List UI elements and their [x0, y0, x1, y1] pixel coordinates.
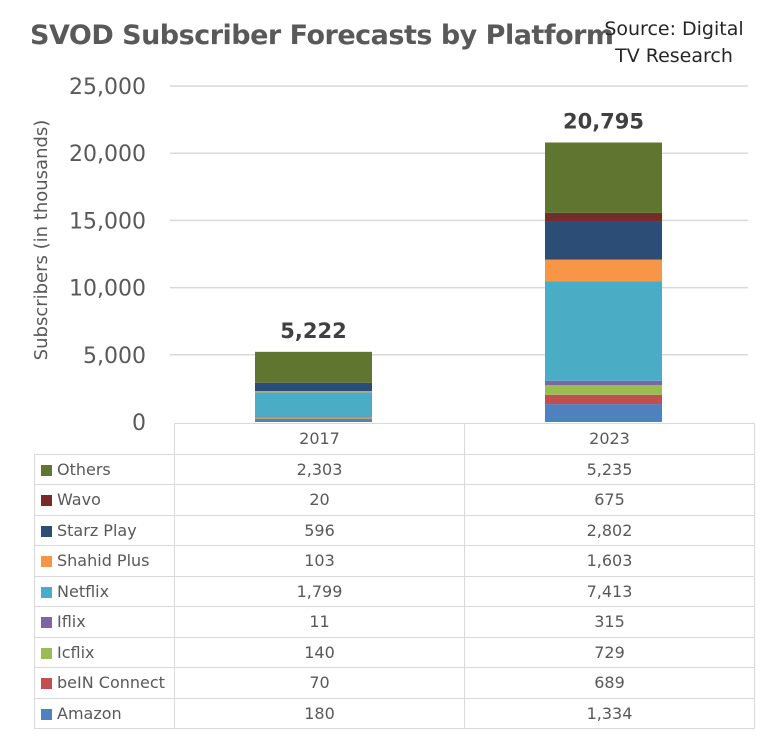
table-row-icflix: Icflix 140 729 — [34, 636, 755, 668]
y-tick-label: 20,000 — [69, 142, 146, 167]
bar-segment-bein-connect-2023 — [545, 394, 662, 405]
legend-swatch-icon — [41, 647, 52, 659]
legend-entry-iflix: Iflix — [34, 606, 175, 638]
bar-segment-netflix-2023 — [545, 281, 662, 381]
legend-entry-icflix: Icflix — [34, 636, 175, 668]
legend-swatch-icon — [41, 525, 52, 537]
legend-label: Netflix — [57, 581, 110, 601]
table-cell-icflix-2017: 140 — [174, 636, 465, 668]
y-tick-label: 25,000 — [69, 75, 146, 100]
bar-segment-netflix-2017 — [255, 392, 372, 417]
table-cell-icflix-2023: 729 — [464, 636, 755, 668]
data-table: 2017 2023 Others 2,303 5,235 Wavo 20 675 Starz… — [34, 423, 755, 729]
table-row-netflix: Netflix 1,799 7,413 — [34, 575, 755, 607]
category-label-2023: 2023 — [464, 423, 755, 455]
legend-label: Starz Play — [57, 520, 137, 540]
y-tick-label: 10,000 — [69, 277, 146, 302]
legend-swatch-icon — [41, 464, 52, 476]
bar-segment-bein-connect-2017 — [255, 418, 372, 420]
bar-segment-others-2017 — [255, 351, 372, 383]
table-cell-wavo-2017: 20 — [174, 484, 465, 516]
table-cell-shahid-plus-2017: 103 — [174, 545, 465, 577]
legend-swatch-icon — [41, 586, 52, 598]
table-cell-starz-play-2017: 596 — [174, 514, 465, 546]
bar-segment-shahid-plus-2023 — [545, 259, 662, 282]
data-table-header: 2017 2023 — [34, 423, 755, 455]
bar-segment-icflix-2023 — [545, 385, 662, 395]
legend-entry-starz-play: Starz Play — [34, 514, 175, 546]
source-note: Source: Digital TV Research — [594, 16, 754, 70]
bar-segment-icflix-2017 — [255, 416, 372, 419]
header-blank-cell — [34, 423, 175, 455]
category-label-2017: 2017 — [174, 423, 465, 455]
table-row-others: Others 2,303 5,235 — [34, 453, 755, 485]
legend-swatch-icon — [41, 678, 52, 690]
legend-entry-bein-connect: beIN Connect — [34, 667, 175, 699]
bar-segment-others-2023 — [545, 142, 662, 213]
legend-swatch-icon — [41, 556, 52, 568]
legend-label: Shahid Plus — [57, 551, 150, 571]
legend-entry-netflix: Netflix — [34, 575, 175, 607]
table-cell-shahid-plus-2023: 1,603 — [464, 545, 755, 577]
legend-swatch-icon — [41, 617, 52, 629]
bar-segment-shahid-plus-2017 — [255, 391, 372, 393]
bar-segment-wavo-2017 — [255, 382, 372, 384]
bar-segment-wavo-2023 — [545, 212, 662, 222]
legend-label: beIN Connect — [57, 673, 165, 693]
table-row-wavo: Wavo 20 675 — [34, 484, 755, 516]
chart-title: SVOD Subscriber Forecasts by Platform — [30, 20, 614, 51]
table-cell-netflix-2023: 7,413 — [464, 575, 755, 607]
y-tick-label: 5,000 — [83, 344, 146, 369]
table-cell-netflix-2017: 1,799 — [174, 575, 465, 607]
legend-label: Iflix — [57, 612, 86, 632]
table-cell-bein-connect-2017: 70 — [174, 667, 465, 699]
table-cell-bein-connect-2023: 689 — [464, 667, 755, 699]
legend-label: Wavo — [57, 490, 101, 510]
table-row-shahid-plus: Shahid Plus 103 1,603 — [34, 545, 755, 577]
table-cell-wavo-2023: 675 — [464, 484, 755, 516]
source-line-2: TV Research — [615, 45, 733, 67]
bar-segment-iflix-2023 — [545, 380, 662, 386]
total-label-2017: 5,222 — [280, 319, 346, 343]
table-cell-starz-play-2023: 2,802 — [464, 514, 755, 546]
legend-swatch-icon — [41, 495, 52, 507]
legend-label: Amazon — [57, 703, 122, 723]
legend-entry-wavo: Wavo — [34, 484, 175, 516]
table-cell-iflix-2017: 11 — [174, 606, 465, 638]
bar-segment-amazon-2023 — [545, 404, 662, 422]
legend-label: Others — [57, 459, 111, 479]
table-cell-amazon-2023: 1,334 — [464, 697, 755, 729]
table-cell-amazon-2017: 180 — [174, 697, 465, 729]
table-row-amazon: Amazon 180 1,334 — [34, 697, 755, 729]
table-cell-others-2023: 5,235 — [464, 453, 755, 485]
legend-entry-shahid-plus: Shahid Plus — [34, 545, 175, 577]
legend-swatch-icon — [41, 708, 52, 720]
bar-segment-starz-play-2023 — [545, 221, 662, 260]
bar-segment-starz-play-2017 — [255, 383, 372, 392]
source-line-1: Source: Digital — [604, 18, 744, 40]
legend-entry-amazon: Amazon — [34, 697, 175, 729]
total-label-2023: 20,795 — [563, 110, 644, 134]
table-row-starz-play: Starz Play 596 2,802 — [34, 514, 755, 546]
y-axis-label: Subscribers (in thousands) — [31, 120, 52, 361]
y-tick-label: 15,000 — [69, 209, 146, 234]
bar-segment-amazon-2017 — [255, 419, 372, 422]
bar-segment-iflix-2017 — [255, 416, 372, 418]
table-row-iflix: Iflix 11 315 — [34, 606, 755, 638]
table-cell-others-2017: 2,303 — [174, 453, 465, 485]
table-cell-iflix-2023: 315 — [464, 606, 755, 638]
table-row-bein-connect: beIN Connect 70 689 — [34, 667, 755, 699]
legend-label: Icflix — [57, 642, 95, 662]
legend-entry-others: Others — [34, 453, 175, 485]
